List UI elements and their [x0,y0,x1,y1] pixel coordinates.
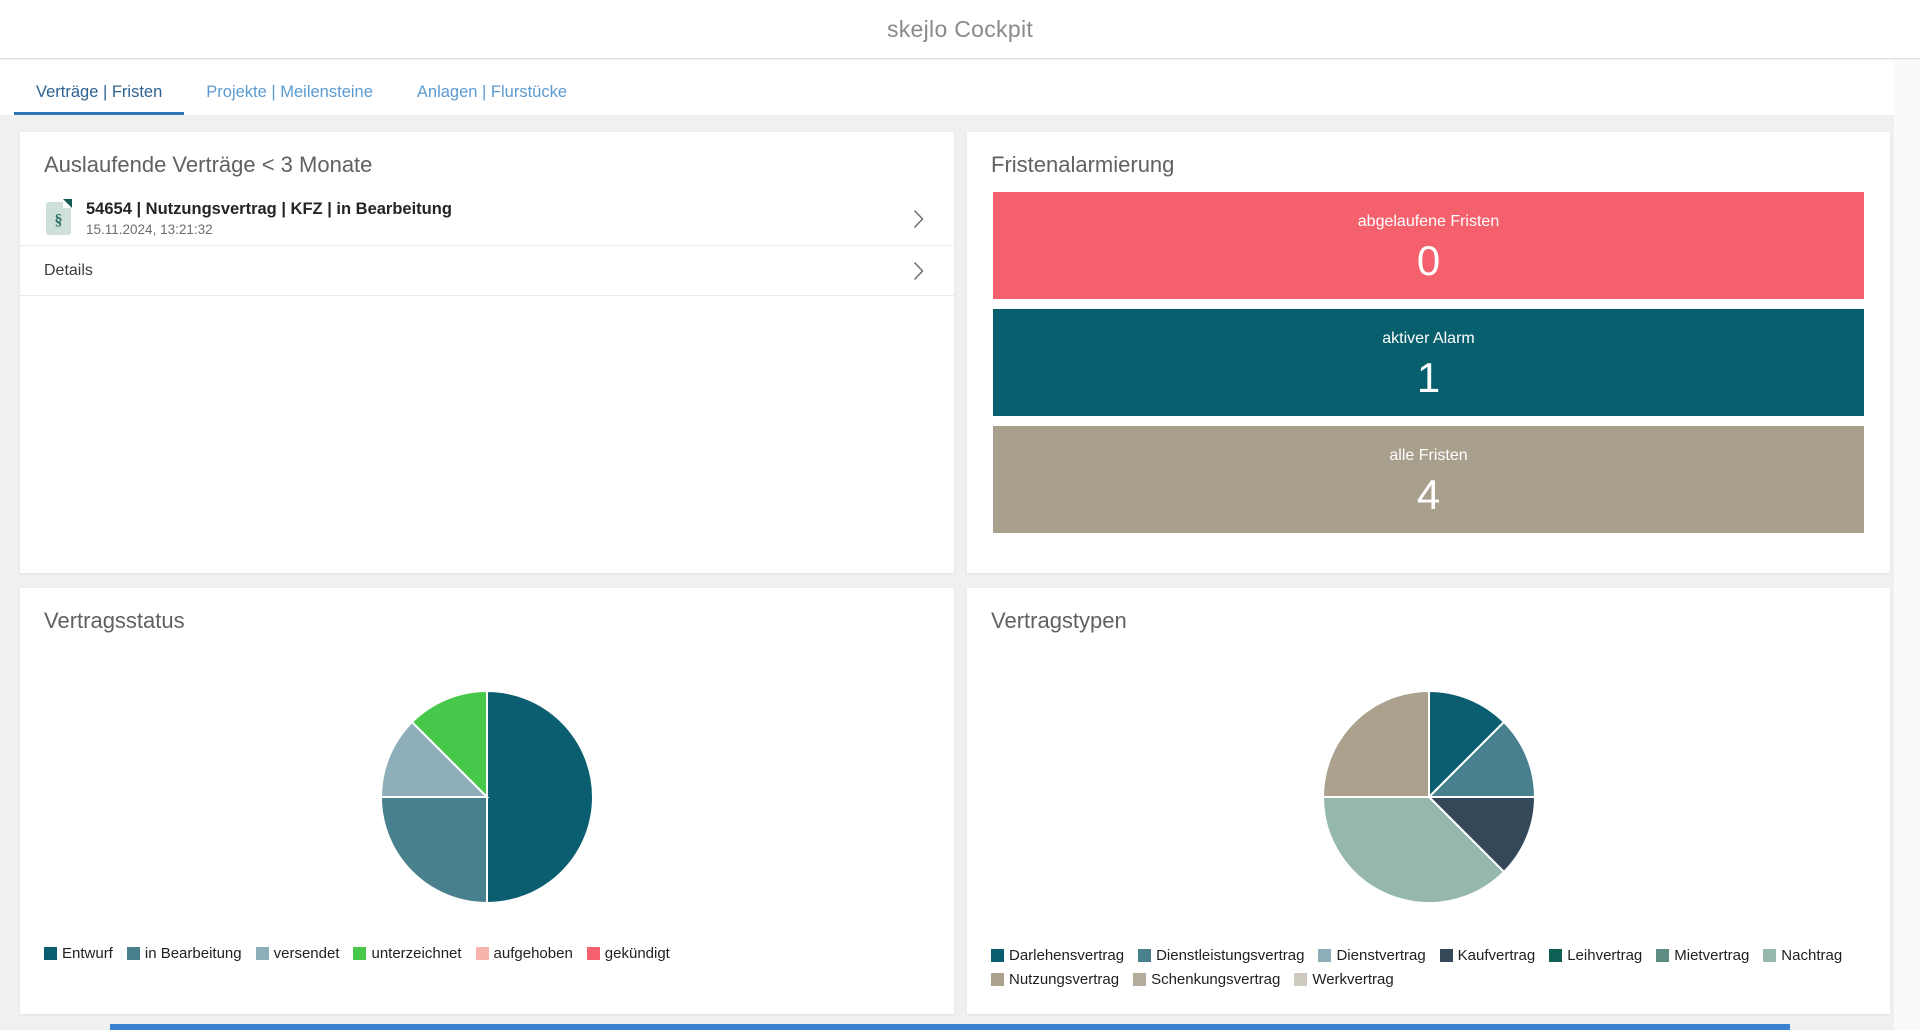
kpi-bars: abgelaufene Fristen 0 aktiver Alarm 1 alle F… [993,192,1864,533]
chevron-right-icon [913,261,924,280]
legend-swatch [126,947,140,960]
legend-item-unterzeichnet: unterzeichnet [353,945,462,962]
details-link-row[interactable]: Details [20,246,954,296]
kpi-bar-alle-fristen: alle Fristen 4 [993,426,1864,533]
contract-types-pie-chart[interactable] [1319,687,1539,907]
legend-label: Mietvertrag [1674,947,1750,964]
legend-label: Dienstvertrag [1336,947,1426,964]
legend-item-nutzungsvertrag: Nutzungsvertrag [991,971,1119,988]
card-title: Vertragstypen [991,608,1127,633]
kpi-value: 1 [1416,354,1441,401]
legend-item-aufgehoben: aufgehoben [475,945,573,962]
card-contract-types-chart: Vertragstypen Darlehensvertrag Dienstleis… [967,588,1890,1014]
legend-label: Darlehensvertrag [1009,947,1125,964]
legend-item-schenkungsvertrag: Schenkungsvertrag [1133,971,1280,988]
legend-item-kaufvertrag: Kaufvertrag [1439,947,1536,964]
card-title: Auslaufende Verträge < 3 Monate [44,152,373,177]
legend-swatch [1318,949,1332,962]
chevron-right-icon [913,209,924,228]
pie-slice-unterzeichnet[interactable] [410,689,488,800]
legend-label: gekündigt [604,945,670,962]
card-deadline-alerts: Fristenalarmierung abgelaufene Fristen 0 a… [967,132,1890,573]
legend-label: in Bearbeitung [144,945,242,962]
legend-label: Nachtrag [1781,947,1843,964]
vertical-scrollbar-track[interactable] [1894,60,1920,1030]
kpi-bar-aktiver-alarm: aktiver Alarm 1 [993,309,1864,416]
pie-slice-kaufvertrag[interactable] [1426,796,1536,874]
legend-item-nachtrag: Nachtrag [1763,947,1842,964]
legend-label: Dienstleistungsvertrag [1156,947,1305,964]
contract-document-icon: § [46,199,72,235]
legend-label: Entwurf [62,945,113,962]
legend-swatch [991,973,1004,986]
legend-item-darlehensvertrag: Darlehensvertrag [991,947,1124,964]
legend-swatch [353,947,367,960]
contract-item-timestamp: 15.11.2024, 13:21:32 [86,222,213,237]
legend-label: Werkvertrag [1312,971,1394,988]
expiring-contracts-list: § 54654 | Nutzungsvertrag | KFZ | in Bea… [20,192,954,296]
legend-swatch [44,947,57,960]
legend-swatch [1138,949,1152,962]
details-label: Details [44,261,93,279]
legend-label: Schenkungsvertrag [1151,971,1281,988]
pie-slice-dienstleistungsvertrag[interactable] [1426,720,1536,798]
legend-item-gekündigt: gekündigt [586,945,670,962]
kpi-label: aktiver Alarm [1382,330,1475,347]
legend-swatch [991,949,1004,962]
legend-swatch [586,947,600,960]
contract-types-legend: Darlehensvertrag Dienstleistungsvertrag Di… [991,947,1866,988]
legend-item-mietvertrag: Mietvertrag [1656,947,1749,964]
horizontal-scrollbar[interactable] [110,1024,1790,1030]
card-title: Vertragsstatus [44,608,185,633]
card-contract-status-chart: Vertragsstatus Entwurf in Bearbeitung vers… [20,588,954,1014]
legend-label: Kaufvertrag [1457,947,1536,964]
legend-swatch [1294,973,1308,986]
legend-label: unterzeichnet [371,945,462,962]
card-title: Fristenalarmierung [991,152,1175,177]
legend-item-werkvertrag: Werkvertrag [1294,971,1394,988]
legend-swatch [1763,949,1777,962]
tab-projekte-meilensteine[interactable]: Projekte | Meilensteine [206,83,373,101]
legend-label: aufgehoben [493,945,573,962]
legend-swatch [1656,949,1670,962]
contract-item-title: 54654 | Nutzungsvertrag | KFZ | in Bearb… [86,200,452,218]
pie-slice-versendet[interactable] [379,720,490,798]
kpi-bar-abgelaufene-fristen: abgelaufene Fristen 0 [993,192,1864,299]
legend-item-entwurf: Entwurf [44,945,113,962]
card-expiring-contracts: Auslaufende Verträge < 3 Monate § 54654 … [20,132,954,573]
pie-slice-entwurf[interactable] [486,689,594,905]
legend-item-in-bearbeitung: in Bearbeitung [126,945,242,962]
legend-swatch [255,947,269,960]
pie-slice-darlehensvertrag[interactable] [1427,689,1505,800]
tab-bar: Verträge | Fristen Projekte | Meilenstein… [0,60,1920,115]
legend-label: versendet [273,945,340,962]
tab-verträge-fristen[interactable]: Verträge | Fristen [14,73,185,115]
legend-item-dienstvertrag: Dienstvertrag [1318,947,1426,964]
legend-item-versendet: versendet [255,945,340,962]
legend-label: Nutzungsvertrag [1009,971,1120,988]
contract-list-item[interactable]: § 54654 | Nutzungsvertrag | KFZ | in Bea… [20,192,954,246]
pie-slice-nachtrag[interactable] [1321,796,1505,904]
legend-swatch [1549,949,1563,962]
page-title: skejlo Cockpit [886,15,1034,42]
tab-anlagen-flurstücke[interactable]: Anlagen | Flurstücke [416,83,568,101]
kpi-value: 4 [1416,471,1441,518]
contract-status-pie-chart[interactable] [377,687,597,907]
legend-swatch [475,947,489,960]
pie-slice-nutzungsvertrag[interactable] [1321,689,1430,798]
kpi-value: 0 [1416,237,1441,284]
app-header: skejlo Cockpit [0,0,1920,59]
contract-status-legend: Entwurf in Bearbeitung versendet unterzeich… [44,945,930,962]
kpi-label: alle Fristen [1389,447,1468,464]
legend-swatch [1439,949,1453,962]
legend-label: Leihvertrag [1567,947,1643,964]
legend-item-leihvertrag: Leihvertrag [1549,947,1642,964]
pie-slice-in-bearbeitung[interactable] [379,796,488,905]
kpi-label: abgelaufene Fristen [1357,213,1500,230]
legend-item-dienstleistungsvertrag: Dienstleistungsvertrag [1138,947,1304,964]
legend-swatch [1133,973,1147,986]
